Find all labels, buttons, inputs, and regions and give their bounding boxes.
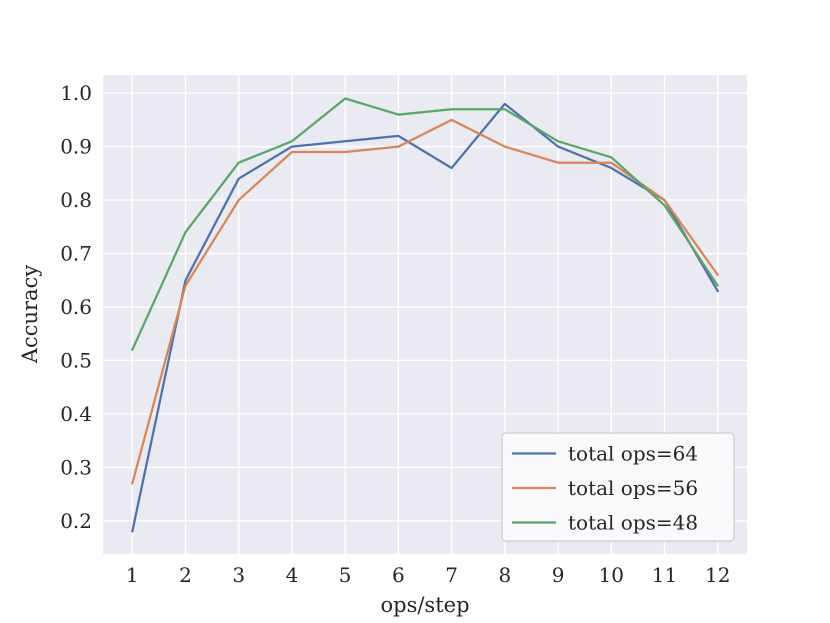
x-tick-label: 1 (126, 563, 139, 587)
y-tick-label: 0.9 (60, 135, 92, 159)
y-tick-label: 0.5 (60, 348, 92, 372)
legend-label: total ops=56 (568, 476, 698, 500)
y-tick-label: 0.4 (60, 402, 92, 426)
y-axis-label: Accuracy (18, 265, 42, 365)
x-tick-label: 9 (552, 563, 565, 587)
y-tick-label: 0.3 (60, 455, 92, 479)
y-tick-label: 1.0 (60, 81, 92, 105)
x-tick-label: 11 (652, 563, 677, 587)
x-tick-label: 4 (286, 563, 299, 587)
x-tick-label: 2 (179, 563, 192, 587)
x-axis-label: ops/step (380, 593, 469, 617)
x-tick-label: 3 (232, 563, 245, 587)
legend-label: total ops=48 (568, 511, 698, 535)
x-tick-label: 5 (339, 563, 352, 587)
series-line-total-ops-64 (131, 102, 719, 533)
y-tick-label: 0.8 (60, 188, 92, 212)
x-tick-label: 10 (599, 563, 624, 587)
y-tick-label: 0.6 (60, 295, 92, 319)
series-line-total-ops-48 (131, 97, 719, 351)
series-line-total-ops-56 (131, 118, 719, 485)
legend-label: total ops=64 (568, 442, 698, 466)
x-tick-label: 8 (498, 563, 511, 587)
x-tick-label: 7 (445, 563, 458, 587)
y-tick-label: 0.7 (60, 242, 92, 266)
x-tick-label: 12 (705, 563, 730, 587)
x-tick-label: 6 (392, 563, 405, 587)
y-tick-label: 0.2 (60, 509, 92, 533)
legend-box (501, 432, 735, 542)
